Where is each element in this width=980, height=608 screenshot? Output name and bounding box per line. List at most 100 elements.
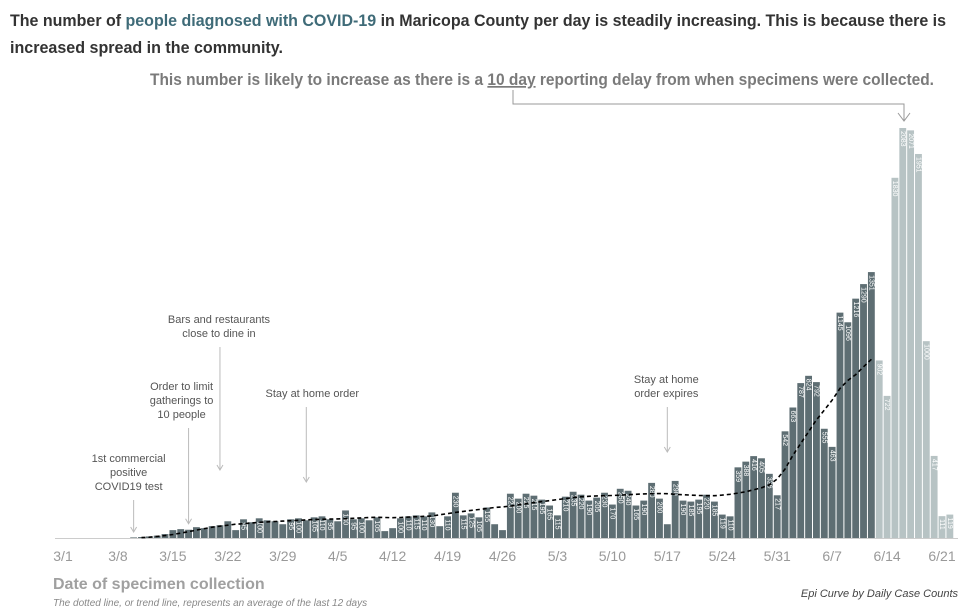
bar xyxy=(389,528,397,538)
annotation-text: Bars and restaurants xyxy=(168,314,271,326)
bar-value-label: 1351 xyxy=(868,275,875,291)
bar-value-label: 326 xyxy=(765,477,772,489)
x-tick-label: 5/3 xyxy=(548,548,568,564)
x-tick-label: 3/15 xyxy=(159,548,186,564)
bar-value-label: 195 xyxy=(695,503,702,515)
x-tick-label: 6/7 xyxy=(822,548,842,564)
bar xyxy=(915,153,922,538)
bar xyxy=(138,537,145,538)
annotation-text: COVID19 test xyxy=(95,481,163,493)
bar-value-label: 110 xyxy=(404,519,411,530)
bar xyxy=(546,505,554,538)
annotation-arrow-head xyxy=(663,446,671,453)
bar-value-label: 230 xyxy=(601,496,608,508)
bar-value-label: 119 xyxy=(946,518,953,529)
bar xyxy=(718,514,726,538)
x-tick-label: 3/22 xyxy=(214,548,241,564)
note: The dotted line, or trend line, represen… xyxy=(53,598,367,608)
bar-value-label: 1216 xyxy=(852,302,859,318)
bar xyxy=(216,525,224,538)
bar-value-label: 220 xyxy=(703,498,710,510)
bar xyxy=(342,510,349,538)
bar xyxy=(412,515,420,538)
bar xyxy=(703,494,710,538)
x-tick-label: 6/21 xyxy=(928,548,955,564)
bar xyxy=(475,517,483,538)
bar xyxy=(451,492,459,538)
bar xyxy=(326,519,334,538)
bar xyxy=(805,375,813,538)
x-tick-label: 5/10 xyxy=(599,548,626,564)
bar xyxy=(601,492,608,538)
bar xyxy=(577,494,585,538)
annotation-text: order expires xyxy=(634,388,699,400)
bar xyxy=(875,360,883,538)
x-axis-label: Date of specimen collection xyxy=(53,576,265,593)
bar-value-label: 1290 xyxy=(860,287,867,303)
bar xyxy=(514,498,522,538)
bar xyxy=(899,128,907,538)
x-tick-label: 4/12 xyxy=(379,548,406,564)
annotation-text: 1st commercial xyxy=(92,453,166,465)
arrow-head xyxy=(897,112,911,122)
bar-value-label: 290 xyxy=(671,484,678,496)
bar xyxy=(279,524,287,538)
bar xyxy=(648,482,656,538)
bar-value-label: 125 xyxy=(467,516,474,528)
bar xyxy=(852,298,860,538)
bar xyxy=(397,518,404,538)
bar xyxy=(907,130,915,538)
subtitle-highlight: 10 day xyxy=(487,70,536,89)
bar-value-label: 155 xyxy=(483,510,490,522)
bar xyxy=(671,480,679,538)
bar-value-label: 130 xyxy=(428,515,435,527)
annotation-text: gatherings to xyxy=(150,395,214,407)
bar xyxy=(247,522,255,538)
bar xyxy=(373,517,381,538)
bar xyxy=(773,495,781,538)
bar-value-label: 190 xyxy=(640,504,647,516)
bar-value-label: 417 xyxy=(930,459,937,471)
title-part: The number of xyxy=(10,11,126,30)
bar xyxy=(428,512,436,538)
bar xyxy=(506,493,514,538)
bar-value-label: 2071 xyxy=(907,133,914,149)
bar-value-label: 792 xyxy=(813,385,820,397)
bar xyxy=(130,537,138,538)
bar xyxy=(695,499,703,538)
bar xyxy=(483,507,491,538)
bar xyxy=(381,531,389,538)
bar-value-label: 1830 xyxy=(891,181,898,197)
subtitle-part: reporting delay from when specimens were… xyxy=(536,70,934,89)
bar xyxy=(318,516,326,538)
bar xyxy=(192,527,200,538)
bar xyxy=(820,428,828,538)
bar-value-label: 1145 xyxy=(836,316,843,331)
bar xyxy=(255,518,263,538)
bar xyxy=(789,407,797,538)
bar-value-label: 200 xyxy=(514,502,521,514)
bar-value-label: 1096 xyxy=(844,325,851,341)
bar xyxy=(208,526,216,538)
source: Epi Curve by Daily Case Counts xyxy=(801,588,959,600)
bar xyxy=(522,493,530,538)
x-tick-label: 4/19 xyxy=(434,548,461,564)
annotation-text: 10 people xyxy=(157,409,205,421)
bar xyxy=(922,341,930,538)
title-line: increased spread in the community. xyxy=(10,38,283,57)
bar xyxy=(569,491,577,538)
bar xyxy=(491,524,499,538)
bar xyxy=(844,322,852,538)
bar xyxy=(624,490,632,538)
x-tick-label: 5/31 xyxy=(764,548,791,564)
annotation-text: Stay at home order xyxy=(266,388,360,400)
bar-value-label: 463 xyxy=(828,450,835,462)
bar-value-label: 110 xyxy=(444,519,451,530)
bar-value-label: 105 xyxy=(373,520,380,532)
bar-value-label: 170 xyxy=(609,508,616,520)
bar xyxy=(357,518,365,538)
bar xyxy=(946,514,954,538)
bar xyxy=(302,520,310,538)
bar xyxy=(349,519,357,538)
annotation-text: Stay at home xyxy=(634,374,699,386)
